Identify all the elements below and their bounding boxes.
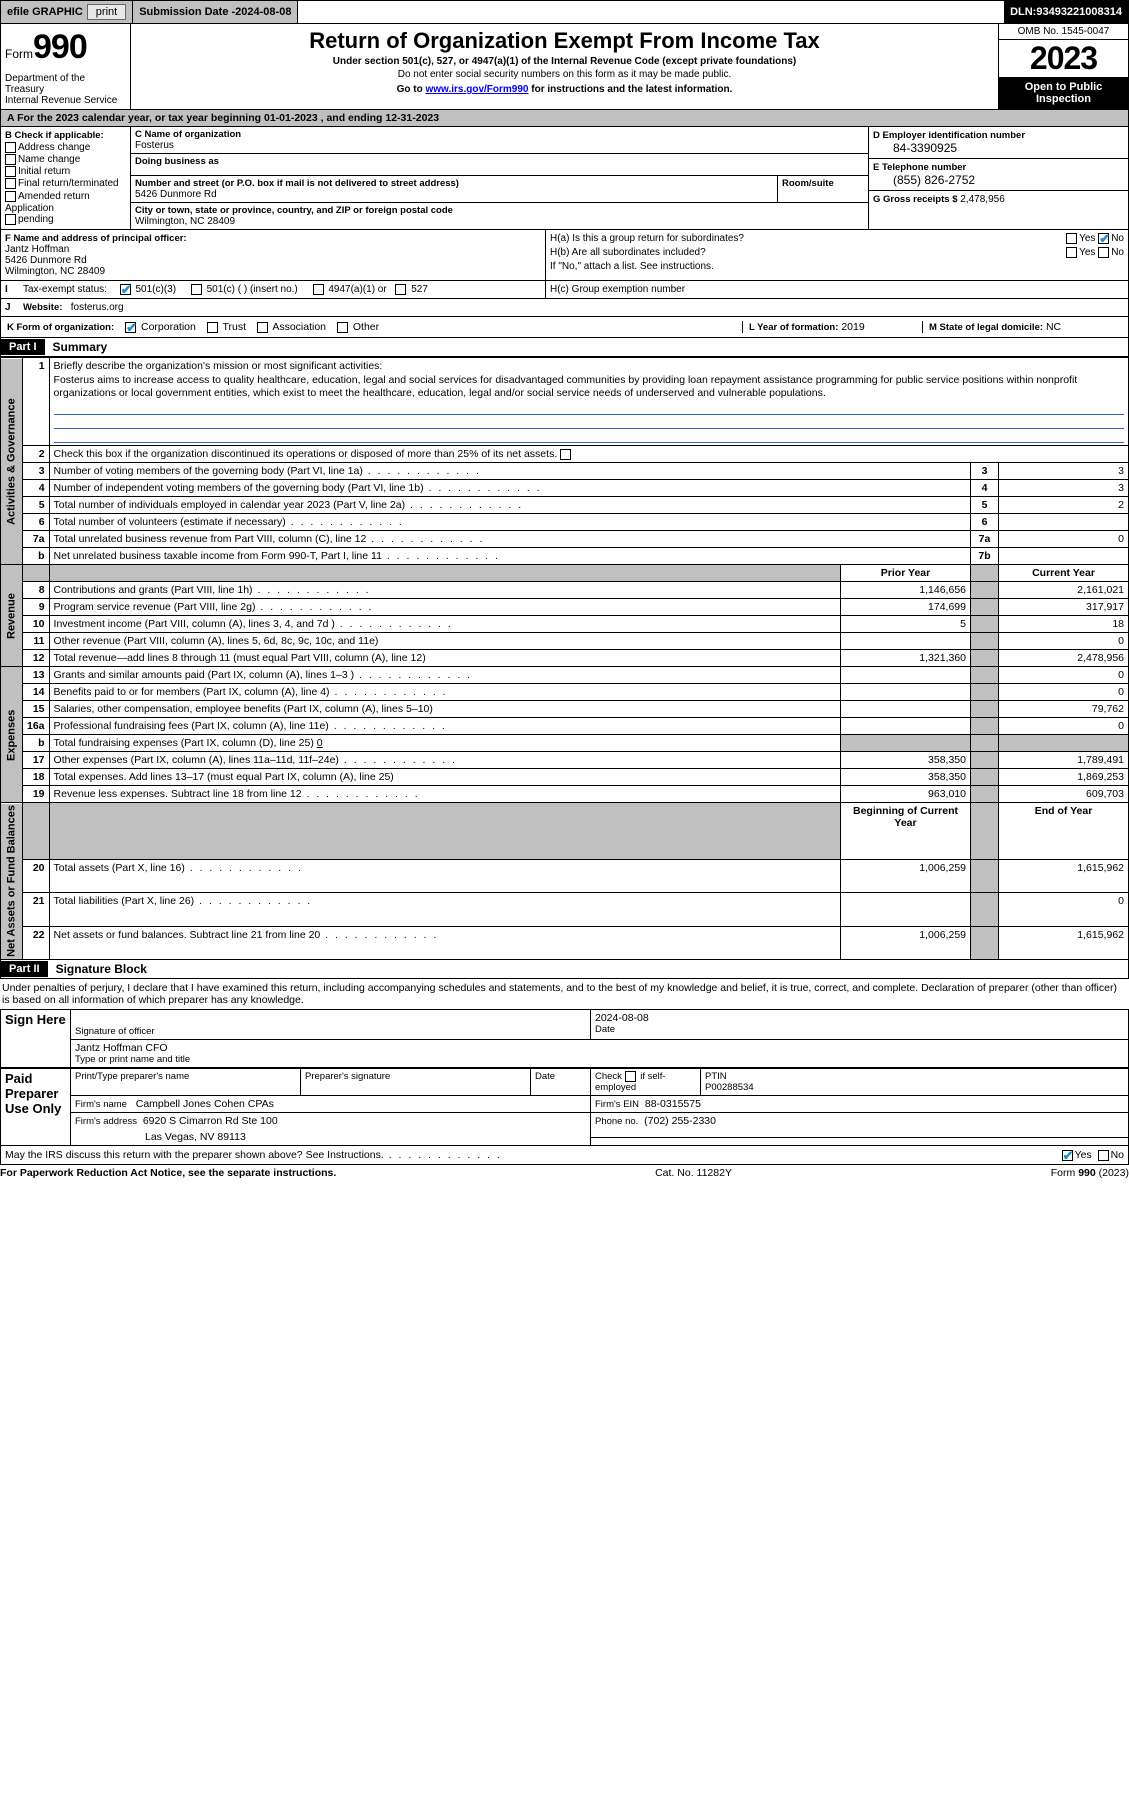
side-governance: Activities & Governance [1,358,23,565]
chk-hb-no[interactable] [1098,247,1109,258]
mission-text: Fosterus aims to increase access to qual… [54,374,1124,401]
org-street: 5426 Dunmore Rd [135,189,773,200]
gross-receipts: 2,478,956 [960,194,1005,205]
chk-assoc[interactable] [257,322,268,333]
firm-phone: (702) 255-2330 [644,1115,716,1127]
part-ii-header: Part II Signature Block [0,960,1129,979]
officer-city: Wilmington, NC 28409 [5,266,541,277]
year-formation: 2019 [841,321,864,333]
chk-self-employed[interactable] [625,1071,636,1082]
chk-ha-no[interactable] [1098,233,1109,244]
subtitle-1: Under section 501(c), 527, or 4947(a)(1)… [139,56,990,67]
sign-date: 2024-08-08 [595,1012,1124,1024]
section-b-checkboxes: B Check if applicable: Address change Na… [1,127,131,229]
form-title: Return of Organization Exempt From Incom… [139,28,990,54]
sign-here-label: Sign Here [1,1009,71,1067]
irs-link[interactable]: www.irs.gov/Form990 [425,84,528,95]
chk-discontinued[interactable] [560,449,571,460]
chk-ha-yes[interactable] [1066,233,1077,244]
section-deg: D Employer identification number 84-3390… [868,127,1128,229]
chk-other[interactable] [337,322,348,333]
chk-amended-return[interactable] [5,191,16,202]
website: fosterus.org [71,302,124,313]
open-to-public: Open to Public Inspection [999,77,1128,109]
perjury-statement: Under penalties of perjury, I declare th… [0,979,1129,1009]
subtitle-2: Do not enter social security numbers on … [139,69,990,80]
side-expenses: Expenses [1,667,23,803]
firm-ein: 88-0315575 [645,1098,701,1110]
chk-trust[interactable] [207,322,218,333]
ein: 84-3390925 [873,141,1124,155]
summary-table: Activities & Governance 1 Briefly descri… [0,357,1129,960]
chk-app-pending[interactable] [5,214,16,225]
chk-501c[interactable] [191,284,202,295]
print-button[interactable]: print [87,4,126,20]
dept-treasury: Department of the Treasury Internal Reve… [5,73,126,106]
state-domicile: NC [1046,321,1061,333]
form-header: Form990 Department of the Treasury Inter… [0,24,1129,110]
org-info-block: B Check if applicable: Address change Na… [0,127,1129,230]
tax-year: 2023 [999,40,1128,77]
instructions-link-row: Go to www.irs.gov/Form990 for instructio… [139,84,990,95]
section-c-org: C Name of organization Fosterus Doing bu… [131,127,868,229]
chk-discuss-yes[interactable] [1062,1150,1073,1161]
dln: DLN: 93493221008314 [1004,1,1128,23]
efile-label: efile GRAPHIC print [1,1,133,23]
page-footer: For Paperwork Reduction Act Notice, see … [0,1165,1129,1181]
submission-date: Submission Date - 2024-08-08 [133,1,298,23]
chk-initial-return[interactable] [5,166,16,177]
irs-discuss-row: May the IRS discuss this return with the… [0,1146,1129,1165]
org-name: Fosterus [135,140,864,151]
sign-here-block: Sign Here Signature of officer 2024-08-0… [0,1009,1129,1068]
chk-hb-yes[interactable] [1066,247,1077,258]
officer-street: 5426 Dunmore Rd [5,255,541,266]
chk-discuss-no[interactable] [1098,1150,1109,1161]
omb-number: OMB No. 1545-0047 [999,24,1128,40]
chk-4947[interactable] [313,284,324,295]
chk-name-change[interactable] [5,154,16,165]
org-city: Wilmington, NC 28409 [135,216,864,227]
chk-final-return[interactable] [5,178,16,189]
top-bar: efile GRAPHIC print Submission Date - 20… [0,0,1129,24]
section-klm: K Form of organization: Corporation Trus… [0,317,1129,338]
line-a-period: A For the 2023 calendar year, or tax yea… [0,110,1129,127]
officer-signed-name: Jantz Hoffman CFO [75,1042,1124,1054]
firm-name: Campbell Jones Cohen CPAs [136,1098,274,1110]
telephone: (855) 826-2752 [873,173,1124,187]
chk-corp[interactable] [125,322,136,333]
chk-527[interactable] [395,284,406,295]
officer-name: Jantz Hoffman [5,244,541,255]
paid-preparer-label: Paid Preparer Use Only [1,1068,71,1145]
chk-address-change[interactable] [5,142,16,153]
side-netassets: Net Assets or Fund Balances [1,803,23,960]
section-fhij: F Name and address of principal officer:… [0,230,1129,317]
firm-addr2: Las Vegas, NV 89113 [75,1131,586,1143]
part-i-header: Part I Summary [0,338,1129,357]
ptin: P00288534 [705,1082,1124,1093]
side-revenue: Revenue [1,565,23,667]
form-number: Form990 [5,28,126,67]
paid-preparer-block: Paid Preparer Use Only Print/Type prepar… [0,1068,1129,1146]
chk-501c3[interactable] [120,284,131,295]
firm-addr1: 6920 S Cimarron Rd Ste 100 [143,1115,278,1127]
